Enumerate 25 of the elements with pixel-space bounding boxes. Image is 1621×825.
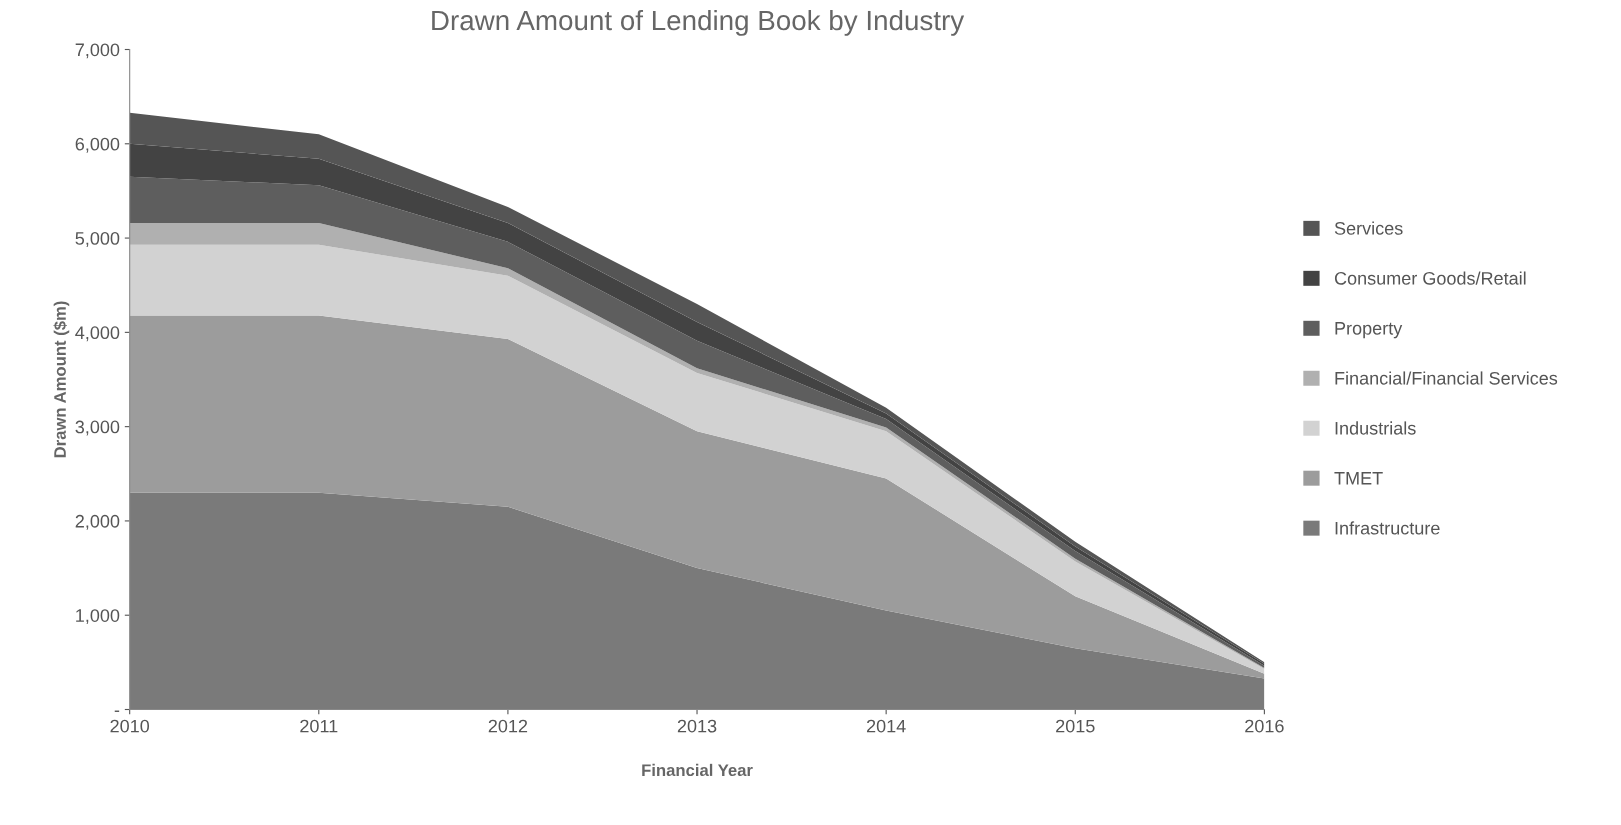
chart-title: Drawn Amount of Lending Book by Industry [432,9,965,36]
x-tick-label: 2012 [488,719,528,733]
y-tick-label: 7,000 [75,43,120,59]
y-tick-label: 2,000 [75,514,120,530]
y-tick-label: - [114,710,120,712]
legend-label: Consumer Goods/Retail [1334,271,1526,285]
x-tick-label: 2015 [1056,719,1095,733]
y-tick-label: 4,000 [75,326,120,342]
legend-label: Industrials [1335,421,1416,435]
legend-label: Property [1335,322,1403,339]
y-axis-title: Drawn Amount ($m) [53,301,70,458]
y-tick-label: 1,000 [76,609,120,625]
x-axis-title: Financial Year [642,763,753,777]
legend-label: Services [1334,221,1403,235]
x-tick-label: 2016 [1245,719,1284,733]
x-tick-label: 2014 [866,719,906,733]
y-tick-label: 5,000 [75,232,120,247]
x-tick-label: 2013 [677,719,717,733]
y-tick-label: 3,000 [75,420,120,436]
legend-label: Financial/Financial Services [1335,371,1558,385]
x-tick-label: 2011 [300,719,338,733]
legend-label: TMET [1334,472,1383,485]
legend-label: Infrastructure [1335,521,1440,535]
x-tick-label: 2010 [110,719,150,733]
y-tick-label: 6,000 [75,137,120,153]
